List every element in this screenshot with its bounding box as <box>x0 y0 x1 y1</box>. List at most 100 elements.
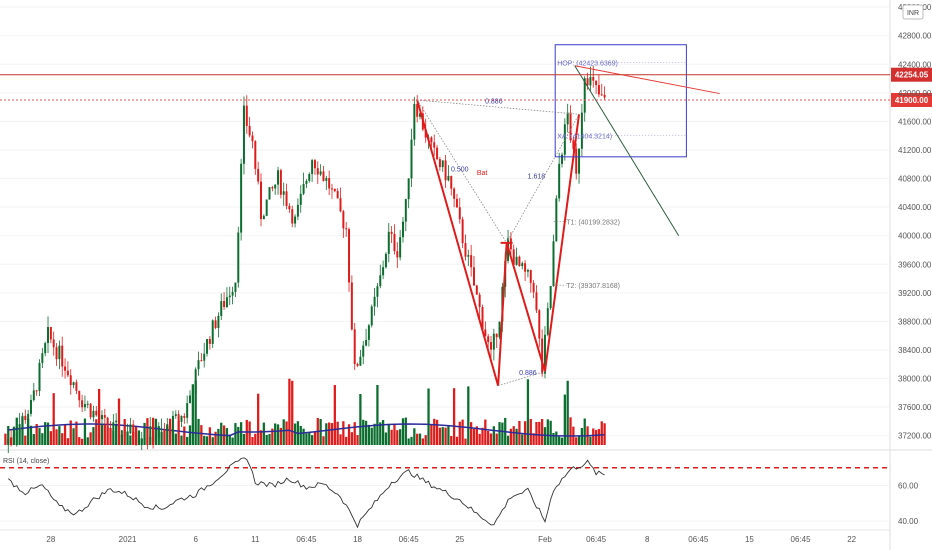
y-tick-label: 42000.00 <box>898 89 932 98</box>
volume-bar <box>495 433 498 445</box>
candle-body <box>333 188 336 192</box>
volume-bar <box>288 378 291 445</box>
candle-body <box>169 424 172 434</box>
volume-bar <box>538 421 541 445</box>
candle-body <box>348 229 351 283</box>
volume-bar <box>285 421 288 445</box>
candle-body <box>55 347 58 360</box>
volume-bar <box>512 426 515 445</box>
candle-body <box>359 356 362 366</box>
y-tick-label: 38400.00 <box>898 346 932 355</box>
candle-body <box>444 160 447 181</box>
candle-body <box>24 415 27 421</box>
volume-bar <box>211 437 214 445</box>
volume-bar <box>83 418 87 445</box>
candle-body <box>282 191 285 195</box>
volume-bar <box>112 430 115 445</box>
volume-bar <box>535 421 538 445</box>
volume-bar <box>467 386 470 445</box>
volume-bar <box>430 424 433 445</box>
candle-body <box>376 286 379 297</box>
candle-body <box>4 442 7 444</box>
candle-body <box>549 286 552 309</box>
candle-body <box>472 267 475 286</box>
volume-bar <box>242 433 246 445</box>
level-price-label: 41900.00 <box>895 96 929 105</box>
candle-body <box>305 180 308 184</box>
candle-body <box>379 275 382 287</box>
candle-body <box>220 301 223 316</box>
y-tick-label: 37200.00 <box>898 432 932 441</box>
volume-bar <box>188 425 192 445</box>
volume-bar <box>129 435 132 445</box>
candle-body <box>336 191 339 199</box>
candle-body <box>123 430 126 436</box>
candle-body <box>109 429 112 431</box>
candle-body <box>467 255 470 257</box>
candle-body <box>498 321 501 338</box>
rsi-tick-label: 60.00 <box>898 482 919 491</box>
volume-bar <box>191 384 194 445</box>
volume-bar <box>489 433 493 445</box>
candle-body <box>49 327 52 340</box>
candle-body <box>211 320 214 344</box>
volume-bar <box>293 423 297 445</box>
volume-bar <box>69 420 72 445</box>
volume-bar <box>501 422 504 445</box>
candle-body <box>237 232 240 283</box>
candle-body <box>382 267 385 276</box>
currency-badge[interactable]: INR <box>902 4 924 20</box>
time-axis[interactable]: 28 2021 6 11 06:45 18 06:45 25 Feb 06:45 8 06:45 15 0… <box>46 535 856 544</box>
candle-body <box>384 253 387 268</box>
volume-bar <box>594 429 598 445</box>
volume-bar <box>552 433 555 445</box>
candle-body <box>566 112 569 125</box>
volume-bar <box>237 426 240 445</box>
volume-bar <box>115 424 118 445</box>
volume-bar <box>302 428 305 445</box>
current-price-tag <box>891 67 932 82</box>
volume-bar <box>18 429 21 445</box>
volume-bar <box>228 434 231 445</box>
candle-body <box>291 209 294 224</box>
pattern-name: Bat <box>477 170 488 177</box>
rsi-label: RSI (14, close) <box>3 458 49 465</box>
candle-body <box>311 160 314 175</box>
volume-bar <box>438 427 442 445</box>
candle-body <box>69 375 72 386</box>
candle-body <box>396 251 399 258</box>
candle-body <box>535 292 538 311</box>
volume-bar <box>92 427 95 445</box>
candles <box>4 65 606 454</box>
candle-body <box>325 178 328 181</box>
candle-body <box>319 171 322 175</box>
candle-body <box>61 345 64 367</box>
price-axis[interactable]: 37200.00 37600.00 38000.00 38400.00 38800.00… <box>898 3 932 441</box>
volume-bar <box>214 431 217 445</box>
candle-body <box>561 154 564 164</box>
x-tick-label: 28 <box>46 535 55 544</box>
y-tick-label: 41600.00 <box>898 117 932 126</box>
candle-body <box>277 170 280 185</box>
volume-bar <box>509 428 513 445</box>
volume-bar <box>455 436 459 445</box>
candle-body <box>447 175 450 181</box>
volume-bar <box>291 380 294 445</box>
candle-body <box>430 137 433 143</box>
currency-badge-text: INR <box>907 10 919 17</box>
candle-body <box>72 382 75 386</box>
volume-bar <box>271 428 274 445</box>
volume-bar <box>49 431 52 445</box>
y-tick-label: 40000.00 <box>898 232 932 241</box>
candle-body <box>543 334 546 374</box>
volume-bar <box>21 417 24 445</box>
volume-bar <box>310 435 314 445</box>
pattern-ratio-line <box>416 99 507 244</box>
candle-body <box>589 77 592 86</box>
candle-body <box>492 333 495 350</box>
candle-body <box>404 199 407 222</box>
candle-body <box>526 269 529 272</box>
volume-bar <box>458 421 461 445</box>
volume-bar <box>328 422 331 445</box>
